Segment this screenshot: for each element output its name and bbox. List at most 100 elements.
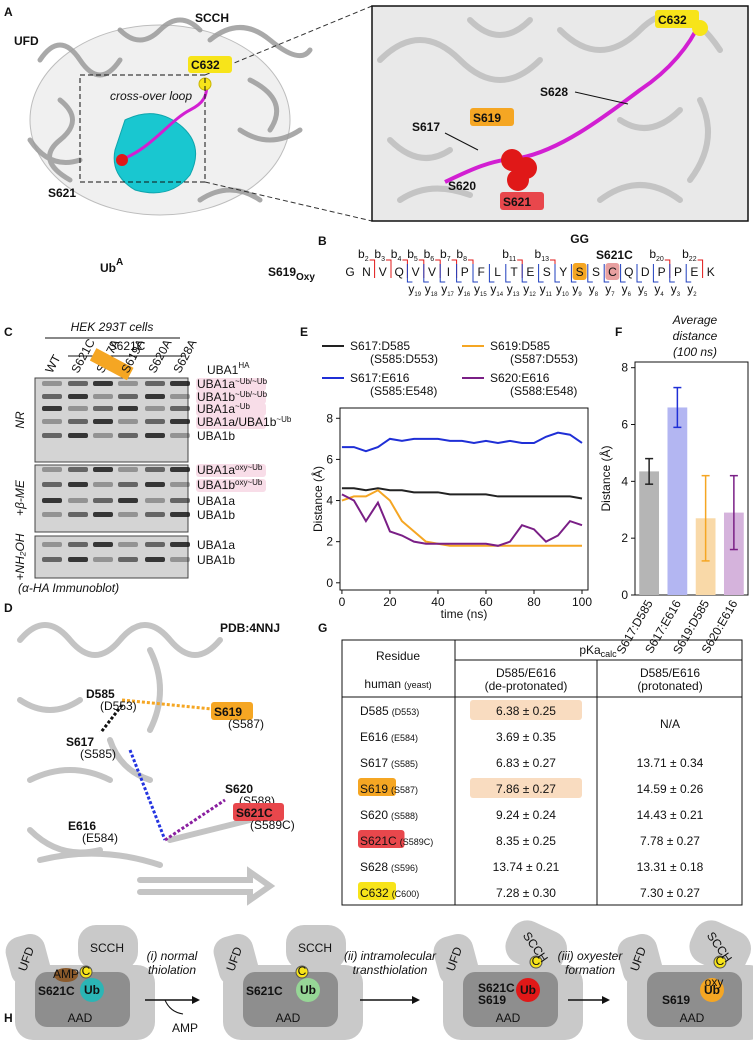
highlight-box	[211, 702, 253, 720]
row-label: +β-ME	[13, 479, 27, 516]
label-part: (E584)	[391, 733, 418, 743]
band-label: UBA1b	[197, 429, 235, 443]
band	[170, 542, 190, 547]
label-part: (D553)	[392, 707, 420, 717]
y-ion: y13	[507, 282, 520, 298]
x-tick-label: 60	[479, 595, 493, 609]
label: UFD	[14, 34, 39, 48]
label-part: 17	[447, 292, 454, 298]
panel-letter: E	[300, 325, 308, 339]
chart-title: Average	[672, 313, 718, 327]
label-part: 4	[660, 292, 664, 298]
band	[118, 557, 138, 562]
band	[93, 394, 113, 399]
label-part: b	[682, 247, 689, 261]
b-ion-marker	[451, 259, 458, 278]
label-part: y	[589, 282, 595, 296]
residue: S	[576, 265, 584, 279]
band-label: UBA1a~Ub	[197, 402, 250, 416]
step-label: (iii) oxyester	[558, 949, 624, 963]
y-ion-marker	[472, 264, 478, 283]
residue: I	[447, 265, 450, 279]
zoom-ribbons	[377, 11, 723, 203]
label: pKacalc	[579, 643, 617, 659]
y-ion: y10	[556, 282, 569, 298]
cys	[79, 965, 93, 979]
label-part: UBA1a	[197, 538, 235, 552]
residue-label: E616	[68, 819, 96, 833]
label: PDB:4NNJ	[220, 621, 280, 635]
band	[145, 433, 165, 438]
band	[68, 467, 88, 472]
band-label: UBA1b	[197, 508, 235, 522]
arrow-head	[412, 996, 420, 1004]
label-part: A	[116, 257, 123, 268]
highlight-box	[89, 348, 134, 381]
residue-label: S621C	[236, 806, 273, 820]
band-label: UBA1boxy~Ub	[197, 478, 263, 492]
label-part: b	[424, 247, 431, 261]
label-part: 3	[381, 256, 385, 263]
residue-yeast: (D553)	[100, 699, 137, 713]
residue-label: S619	[214, 705, 242, 719]
y-ion-marker	[652, 264, 659, 283]
band	[170, 557, 190, 562]
y-ion-marker	[488, 264, 495, 283]
residue: P	[658, 265, 666, 279]
pointer	[574, 91, 629, 105]
label-part: UBA1b	[197, 429, 235, 443]
label: S621C	[596, 248, 633, 262]
column-note: (de-protonated)	[485, 679, 568, 693]
band	[68, 433, 88, 438]
label-part: (S588)	[391, 811, 418, 821]
x-tick-label: 40	[431, 595, 445, 609]
label-part: 13	[513, 292, 520, 298]
legend-label: S620:E616	[490, 371, 550, 385]
highlight-box	[358, 778, 396, 796]
panel-letter: D	[4, 601, 13, 615]
highlight-box	[358, 882, 396, 900]
plot-frame	[634, 361, 749, 596]
label-part: 16	[464, 292, 471, 298]
label-part: UBA1	[207, 363, 239, 377]
b-ion: b4	[391, 247, 402, 263]
label-part: UBA1b	[197, 478, 235, 492]
label-part: calc	[601, 649, 618, 659]
band	[93, 419, 113, 424]
b-ion: b7	[440, 247, 451, 263]
label-part: y	[605, 282, 611, 296]
legend-label: S617:E616	[350, 371, 410, 385]
panel-letter: B	[318, 234, 327, 248]
residue-label: D585	[86, 687, 115, 701]
label-part: S628	[360, 860, 388, 874]
label-part: 7	[611, 292, 615, 298]
label-part: y	[687, 282, 693, 296]
y-ion: y7	[605, 282, 615, 298]
label-part: human	[364, 677, 401, 691]
y-tick-label: 2	[621, 531, 628, 545]
band	[42, 394, 62, 399]
error-bar	[645, 457, 654, 485]
label: GG	[570, 232, 589, 246]
label-part: UBA1b	[197, 390, 235, 404]
label-part: b	[535, 247, 542, 261]
chart-title: (100 ns)	[673, 345, 717, 359]
y-ion-marker	[439, 264, 446, 283]
legend-label: S617:D585	[350, 339, 410, 353]
pointer	[444, 132, 479, 151]
label-part: 12	[529, 292, 536, 298]
b-ion: b8	[456, 247, 467, 263]
label-part: S619	[268, 265, 296, 279]
scch-domain	[286, 925, 346, 970]
table-residue: S617 (S585)	[360, 756, 418, 770]
band	[170, 406, 190, 411]
y-axis-label: Distance (Å)	[598, 445, 613, 511]
label-part: oxy~Ub	[235, 478, 263, 487]
band	[93, 381, 113, 386]
residue: D	[641, 265, 650, 279]
label-part: b	[440, 247, 447, 261]
b-ion: b11	[502, 247, 516, 263]
b-ion: b22	[682, 247, 697, 263]
band	[145, 542, 165, 547]
legend-label: S619:D585	[490, 339, 550, 353]
